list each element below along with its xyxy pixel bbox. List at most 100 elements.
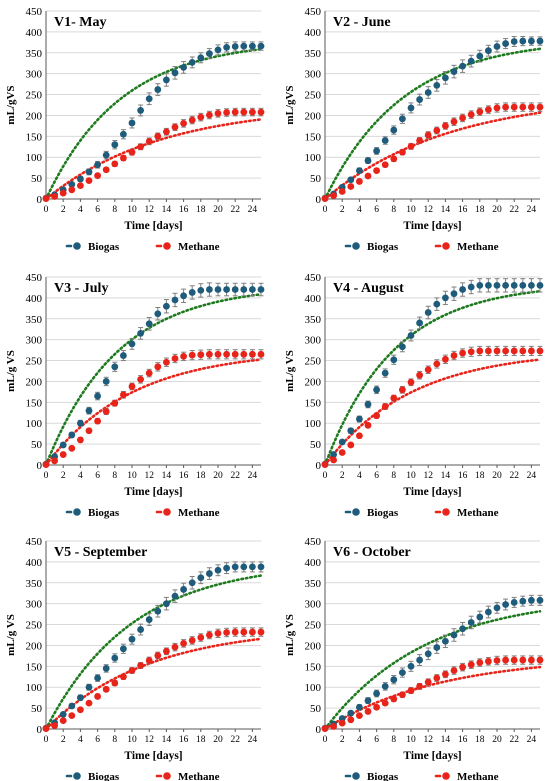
y-axis-label: mL/g VS <box>5 614 17 656</box>
legend-biogas-label: Biogas <box>88 771 120 781</box>
x-tick-label: 6 <box>374 471 379 481</box>
x-tick-label: 6 <box>374 205 379 215</box>
x-tick-label: 8 <box>391 205 396 215</box>
biogas-point <box>399 343 406 351</box>
x-tick-label: 24 <box>527 471 537 481</box>
biogas-point <box>502 40 509 47</box>
methane-point <box>137 662 145 669</box>
methane-point <box>249 108 256 116</box>
x-tick-label: 8 <box>112 735 117 745</box>
biogas-point <box>171 296 179 304</box>
methane-point <box>433 674 441 682</box>
chart-title: V3 - July <box>54 281 108 296</box>
methane-point <box>85 427 93 435</box>
methane-point <box>68 444 76 452</box>
legend-biogas-marker <box>73 772 81 780</box>
x-tick-label: 20 <box>492 735 502 745</box>
biogas-point <box>519 281 527 289</box>
x-tick-label: 10 <box>406 205 416 215</box>
biogas-point <box>137 107 145 114</box>
x-tick-label: 12 <box>423 205 433 215</box>
x-tick-label: 2 <box>340 471 345 481</box>
biogas-point <box>338 438 346 446</box>
y-tick-label: 0 <box>316 460 322 472</box>
x-tick-label: 22 <box>509 205 519 215</box>
methane-point <box>145 137 153 145</box>
biogas-point <box>102 665 110 672</box>
x-tick-label: 22 <box>509 471 519 481</box>
biogas-point <box>407 332 415 339</box>
biogas-point <box>450 68 458 75</box>
biogas-point <box>467 283 475 291</box>
x-tick-label: 0 <box>323 735 328 745</box>
biogas-point <box>180 586 188 593</box>
fit-curve-methane <box>323 358 542 467</box>
biogas-point <box>85 407 93 415</box>
y-tick-label: 0 <box>37 194 43 206</box>
biogas-point <box>197 286 205 294</box>
chart-title: V1- May <box>54 15 107 30</box>
methane-point <box>223 350 231 358</box>
legend-methane-marker <box>442 508 450 516</box>
legend-methane-label: Methane <box>457 507 499 519</box>
y-tick-label: 150 <box>305 131 322 143</box>
x-tick-label: 18 <box>196 471 206 481</box>
methane-point <box>330 192 337 200</box>
y-tick-label: 100 <box>305 152 322 164</box>
x-tick-label: 2 <box>340 735 345 745</box>
x-axis-label: Time [days] <box>403 750 461 762</box>
x-tick-label: 20 <box>213 205 223 215</box>
methane-point <box>94 172 101 180</box>
methane-point <box>85 699 93 707</box>
methane-point <box>416 137 423 144</box>
fit-curve-biogas <box>323 289 542 467</box>
methane-point <box>163 128 170 136</box>
biogas-point <box>249 563 256 571</box>
methane-point <box>111 160 119 168</box>
biogas-point <box>171 69 179 77</box>
methane-point <box>510 347 518 355</box>
methane-point <box>51 193 58 200</box>
biogas-point <box>240 286 248 293</box>
methane-point <box>373 703 380 711</box>
y-tick-label: 100 <box>305 682 322 694</box>
y-tick-label: 350 <box>305 314 322 326</box>
methane-point <box>399 691 406 699</box>
biogas-point <box>442 637 449 645</box>
biogas-point <box>154 607 162 615</box>
methane-point <box>188 351 196 359</box>
methane-point <box>214 629 222 637</box>
biogas-point <box>536 596 544 604</box>
methane-point <box>442 670 449 678</box>
methane-point <box>68 712 76 720</box>
methane-point <box>347 183 355 190</box>
x-tick-label: 18 <box>196 205 206 215</box>
methane-point <box>111 679 119 687</box>
methane-point <box>180 352 188 360</box>
methane-point <box>407 687 415 694</box>
biogas-point <box>94 674 101 682</box>
y-tick-label: 350 <box>305 578 322 590</box>
x-tick-label: 16 <box>179 205 189 215</box>
methane-point <box>476 347 484 355</box>
x-tick-label: 18 <box>475 205 485 215</box>
methane-point <box>214 350 222 358</box>
legend-biogas-label: Biogas <box>88 507 120 519</box>
legend-biogas-label: Biogas <box>88 241 120 253</box>
x-tick-label: 4 <box>357 205 362 215</box>
methane-point <box>528 656 535 664</box>
biogas-point <box>493 604 501 612</box>
fit-curve-methane <box>44 358 263 467</box>
x-tick-label: 6 <box>374 735 379 745</box>
biogas-point <box>493 43 501 50</box>
biogas-point <box>390 676 398 684</box>
biogas-point <box>206 50 213 58</box>
biogas-point <box>459 625 466 633</box>
biogas-point <box>433 81 441 89</box>
biogas-point <box>536 281 544 289</box>
biogas-point <box>528 37 535 45</box>
y-tick-label: 100 <box>305 418 322 430</box>
methane-point <box>42 195 50 202</box>
